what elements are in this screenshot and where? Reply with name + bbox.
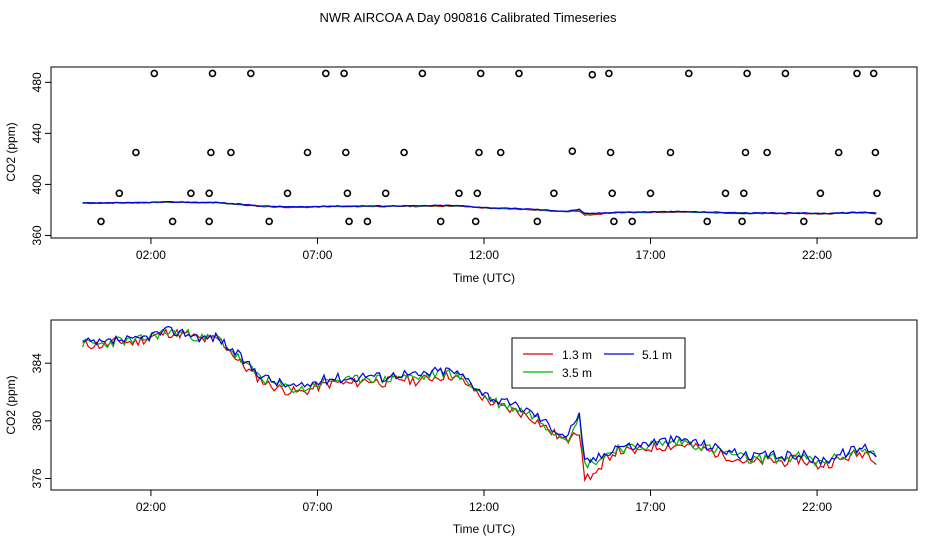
overview-calibration-point bbox=[853, 69, 861, 78]
overview-calibration-point bbox=[799, 217, 808, 226]
overview-calibration-point bbox=[871, 148, 880, 157]
overview-calibration-point bbox=[168, 217, 177, 226]
overview-calibration-point bbox=[605, 69, 613, 78]
detail-x-tick-label: 07:00 bbox=[302, 500, 332, 514]
overview-calibration-point bbox=[343, 189, 352, 198]
overview-calibration-point bbox=[187, 189, 195, 198]
detail-series-line-51m bbox=[82, 325, 877, 467]
detail-y-tick-label: 384 bbox=[30, 353, 44, 373]
overview-x-tick-label: 22:00 bbox=[802, 248, 832, 262]
overview-calibration-point bbox=[610, 217, 618, 226]
legend-label-1-3m: 1.3 m bbox=[562, 348, 592, 362]
overview-calibration-point bbox=[869, 69, 878, 78]
detail-y-tick-label: 380 bbox=[30, 411, 44, 431]
overview-calibration-point bbox=[703, 217, 712, 226]
overview-calibration-point bbox=[400, 148, 408, 157]
overview-y-tick-label: 440 bbox=[30, 123, 44, 143]
overview-calibration-point bbox=[283, 189, 292, 198]
detail-x-axis-label: Time (UTC) bbox=[453, 522, 515, 536]
overview-calibration-point bbox=[363, 217, 372, 226]
overview-calibration-point bbox=[321, 69, 330, 78]
overview-y-tick-label: 360 bbox=[30, 225, 44, 245]
overview-calibration-point bbox=[721, 189, 730, 198]
overview-calibration-point bbox=[207, 148, 215, 157]
overview-calibration-point bbox=[781, 69, 790, 78]
overview-calibration-point bbox=[588, 70, 597, 79]
overview-calibration-point bbox=[227, 148, 235, 157]
overview-series-line-51m bbox=[82, 200, 877, 215]
detail-panel: 376 380 384 02:00 07:00 12:00 17:00 22:00 CO2 … bbox=[4, 319, 918, 536]
overview-calibration-point bbox=[550, 189, 558, 198]
overview-calibration-point bbox=[205, 217, 213, 226]
overview-calibration-point bbox=[568, 147, 577, 155]
overview-calibration-point bbox=[475, 148, 483, 157]
overview-calibration-point bbox=[341, 148, 350, 157]
legend-label-3-5m: 3.5 m bbox=[562, 366, 592, 380]
overview-calibration-point bbox=[345, 217, 353, 226]
overview-calibration-point bbox=[666, 148, 675, 157]
overview-calibration-point bbox=[873, 189, 881, 198]
detail-x-tick-label: 22:00 bbox=[802, 500, 832, 514]
legend-box bbox=[511, 337, 686, 389]
overview-calibration-point bbox=[816, 189, 825, 198]
overview-calibration-point bbox=[303, 148, 312, 157]
overview-x-tick-label: 12:00 bbox=[469, 248, 499, 262]
overview-calibration-point bbox=[473, 189, 482, 198]
detail-x-tick-label: 02:00 bbox=[136, 500, 166, 514]
overview-calibration-point bbox=[606, 148, 615, 157]
overview-y-tick-label: 480 bbox=[30, 72, 44, 92]
detail-x-tick-label: 17:00 bbox=[636, 500, 666, 514]
overview-x-tick-label: 17:00 bbox=[636, 248, 666, 262]
overview-calibration-point bbox=[628, 217, 637, 226]
overview-calibration-point bbox=[743, 69, 751, 78]
overview-calibration-point bbox=[247, 69, 255, 78]
overview-x-axis-label: Time (UTC) bbox=[453, 271, 515, 285]
overview-calibration-point bbox=[739, 189, 748, 198]
overview-calibration-point bbox=[738, 217, 746, 226]
overview-calibration-point bbox=[436, 217, 445, 226]
overview-calibration-point bbox=[874, 217, 883, 226]
legend: 1.3 m 5.1 m 3.5 m bbox=[511, 337, 686, 389]
overview-x-tick-label: 07:00 bbox=[302, 248, 332, 262]
overview-calibration-point bbox=[646, 189, 655, 198]
overview-calibration-point bbox=[741, 148, 750, 157]
overview-calibration-point bbox=[205, 189, 213, 198]
overview-calibration-point bbox=[340, 69, 348, 78]
overview-calibration-point bbox=[763, 148, 771, 157]
overview-calibration-point bbox=[208, 69, 217, 78]
figure-title: NWR AIRCOA A Day 090816 Calibrated Times… bbox=[320, 10, 617, 25]
overview-calibration-point bbox=[608, 189, 617, 198]
overview-calibration-point bbox=[132, 148, 140, 157]
detail-series-line-35m bbox=[82, 328, 877, 470]
detail-y-tick-label: 376 bbox=[30, 468, 44, 488]
detail-y-axis-label: CO2 (ppm) bbox=[4, 375, 18, 434]
overview-panel: 360 400 440 480 02:00 07:00 12:00 17:00 22:00 C… bbox=[4, 66, 918, 285]
legend-label-5-1m: 5.1 m bbox=[642, 348, 672, 362]
overview-x-tick-label: 02:00 bbox=[136, 248, 166, 262]
detail-x-tick-label: 12:00 bbox=[469, 500, 499, 514]
overview-calibration-point bbox=[115, 189, 124, 198]
overview-y-axis-label: CO2 (ppm) bbox=[4, 122, 18, 181]
overview-y-tick-label: 400 bbox=[30, 174, 44, 194]
overview-calibration-point bbox=[381, 189, 390, 198]
overview-calibration-point bbox=[471, 217, 480, 226]
overview-calibration-point bbox=[515, 69, 523, 78]
overview-calibration-point bbox=[496, 148, 505, 157]
overview-calibration-point bbox=[265, 217, 274, 226]
overview-calibration-point bbox=[455, 189, 463, 198]
overview-calibration-point bbox=[150, 69, 159, 78]
overview-calibration-point bbox=[418, 69, 427, 78]
overview-calibration-point bbox=[834, 148, 843, 157]
overview-calibration-point bbox=[533, 217, 542, 226]
overview-calibration-point bbox=[684, 69, 693, 78]
overview-calibration-point bbox=[97, 217, 105, 226]
overview-calibration-point bbox=[476, 69, 485, 78]
